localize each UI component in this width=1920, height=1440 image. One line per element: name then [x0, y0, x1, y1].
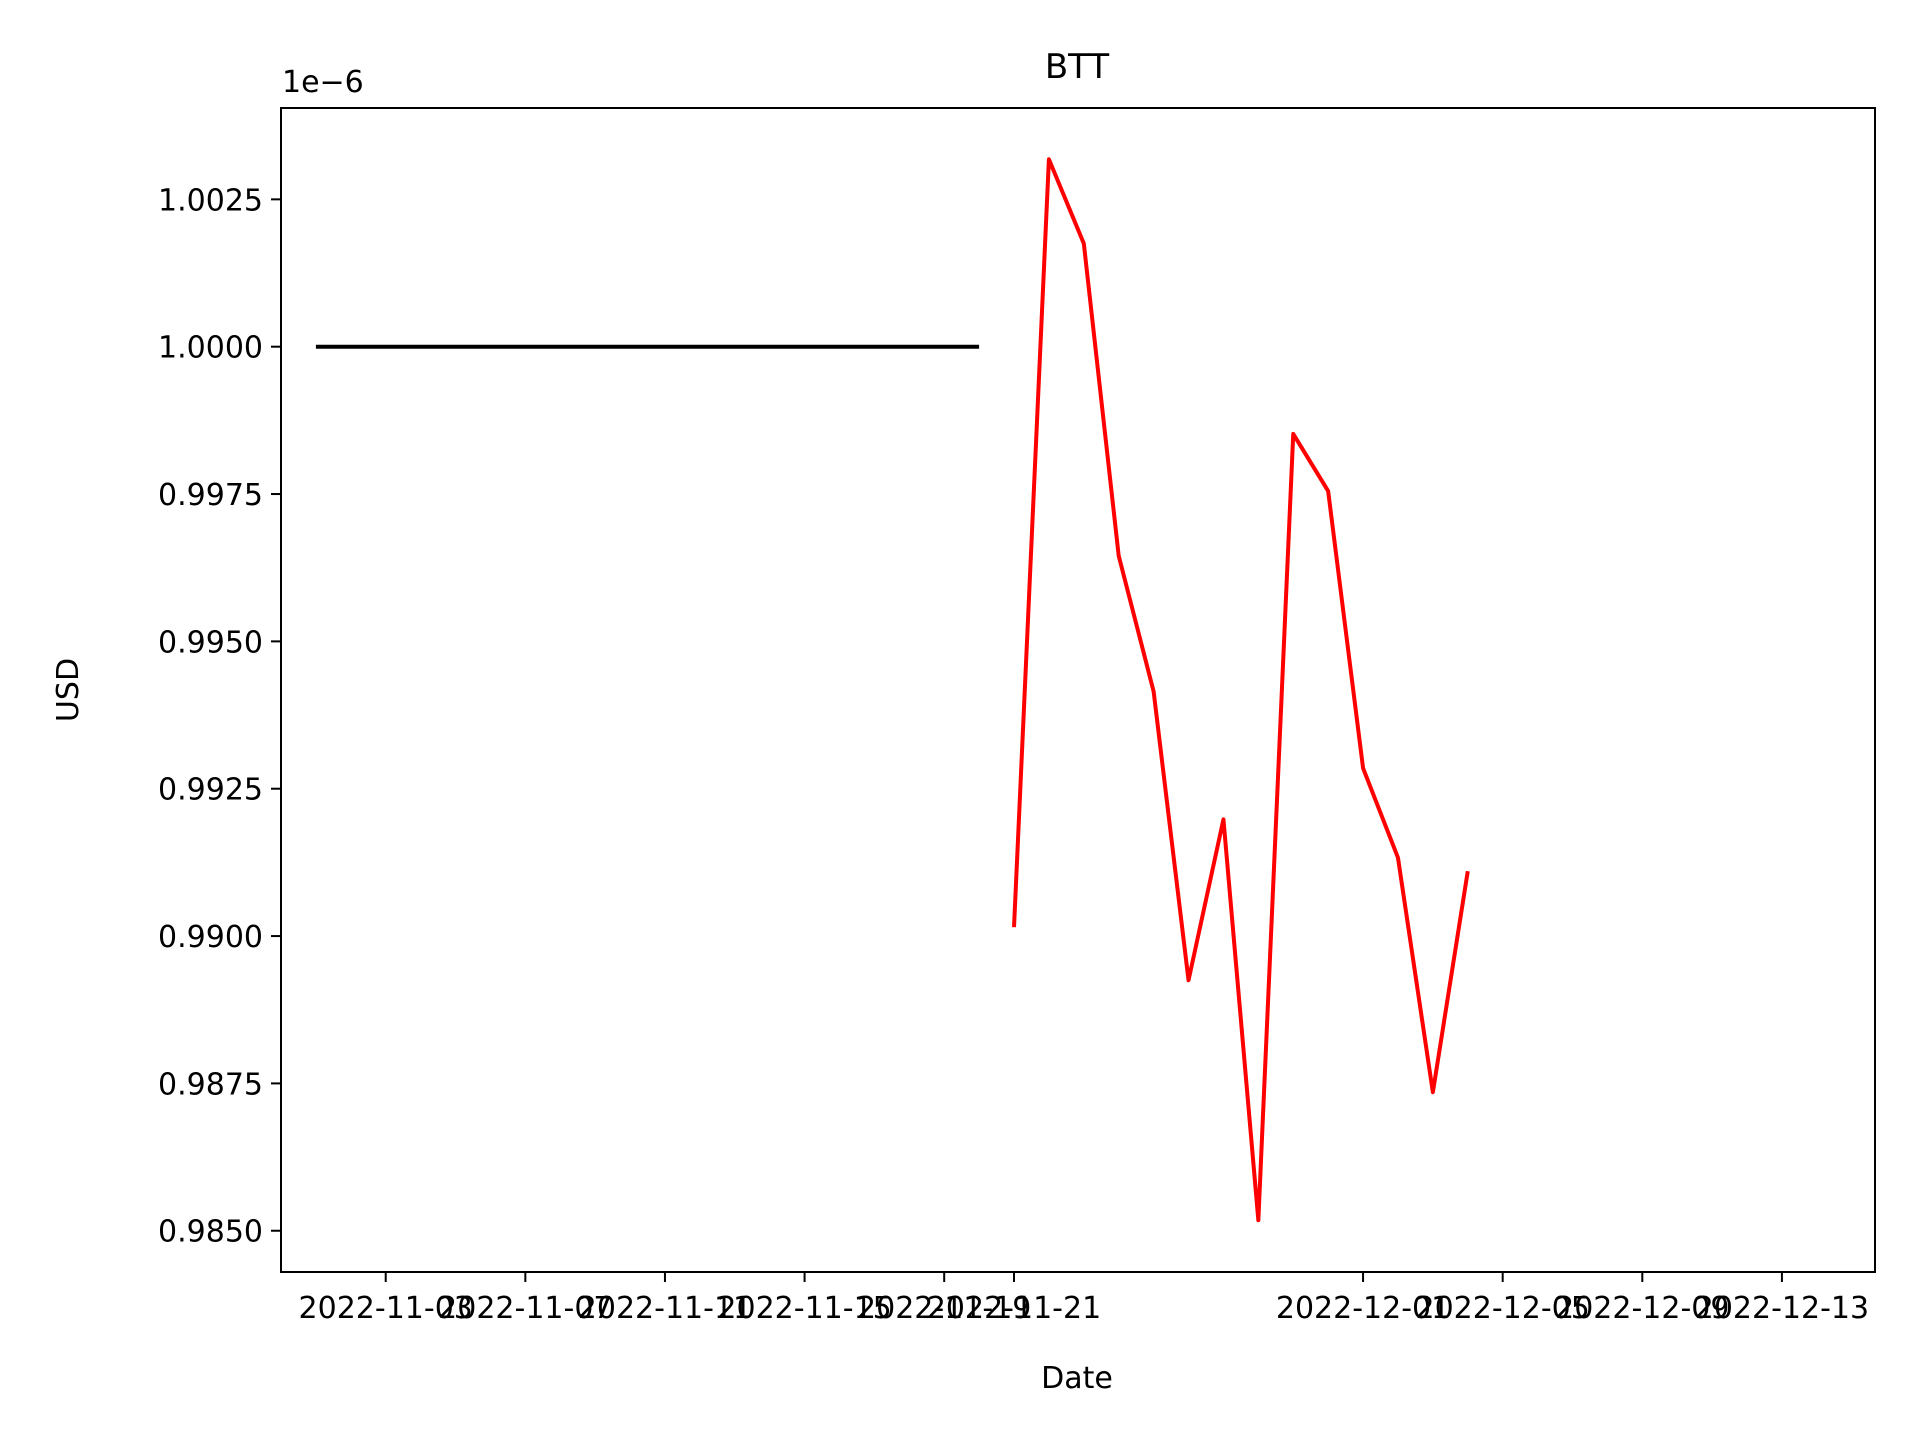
x-tick-label: 2022-12-01 [1276, 1291, 1450, 1326]
x-tick-label: 2022-11-21 [927, 1291, 1101, 1326]
x-tick-label: 2022-11-03 [299, 1291, 473, 1326]
x-tick-label: 2022-11-15 [717, 1291, 891, 1326]
y-tick-label: 0.9925 [158, 773, 263, 808]
x-tick-label: 2022-11-07 [438, 1291, 612, 1326]
y-tick-label: 0.9875 [158, 1067, 263, 1102]
y-axis-ticks: 0.9850 0.9875 0.9900 0.9925 0.9950 0.9975 1.00… [158, 183, 281, 1250]
x-tick-label: 2022-12-09 [1555, 1291, 1729, 1326]
y-tick-label: 1.0000 [158, 331, 263, 366]
y-tick-label: 0.9975 [158, 478, 263, 513]
y-offset-label: 1e−6 [282, 65, 364, 100]
x-tick-label: 2022-12-13 [1695, 1291, 1869, 1326]
y-tick-label: 0.9950 [158, 625, 263, 660]
x-axis-label: Date [1041, 1361, 1113, 1396]
y-tick-label: 0.9850 [158, 1215, 263, 1250]
x-tick-label: 2022-11-19 [857, 1291, 1031, 1326]
x-tick-label: 2022-12-05 [1415, 1291, 1589, 1326]
y-axis-label: USD [51, 658, 86, 722]
plot-area-frame [280, 107, 1876, 1273]
series-layer [315, 157, 1470, 1223]
y-tick-label: 1.0025 [158, 183, 263, 218]
series-line-2 [1012, 157, 1470, 1223]
y-tick-label: 0.9900 [158, 920, 263, 955]
x-tick-label: 2022-11-11 [578, 1291, 752, 1326]
x-axis-ticks: 2022-11-032022-11-072022-11-112022-11-15… [299, 1272, 1869, 1326]
chart-title: BTT [1045, 47, 1109, 87]
